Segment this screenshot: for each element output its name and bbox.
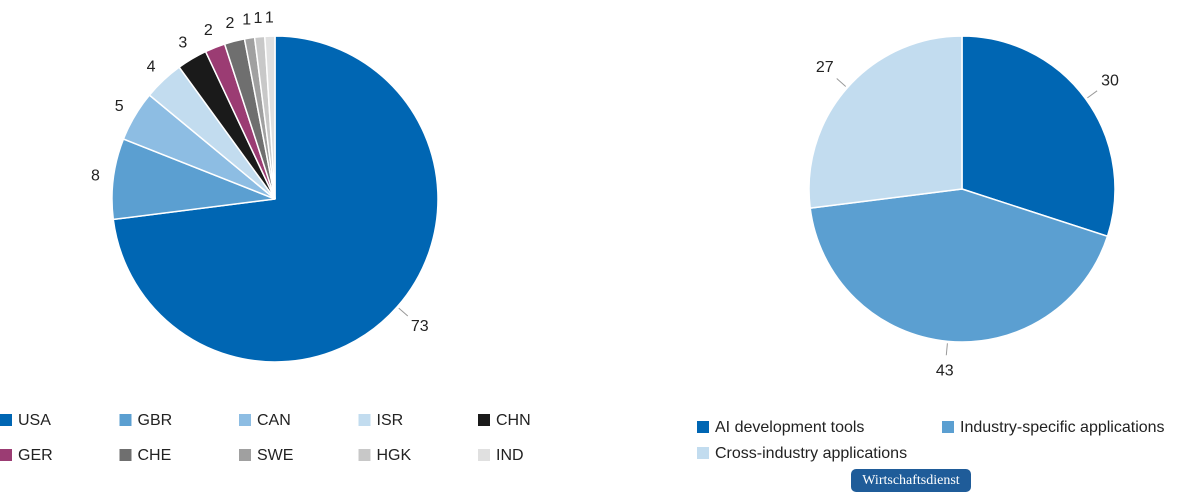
legend-label: SWE — [257, 447, 293, 464]
legend-swatch — [942, 421, 954, 433]
badge-box — [851, 469, 971, 492]
pie-slice — [809, 188, 1109, 343]
legend-label: CAN — [257, 412, 291, 429]
legend-swatch — [119, 449, 132, 461]
pie-slice — [961, 35, 1116, 238]
value-label: 30 — [1101, 73, 1119, 90]
legend-swatch — [697, 421, 709, 433]
leader-line — [945, 343, 948, 356]
legend-swatch — [0, 449, 12, 461]
pie-slice — [263, 35, 276, 200]
legend-swatch — [119, 414, 132, 426]
legend-label: USA — [18, 412, 51, 429]
legend-swatch — [358, 449, 371, 461]
value-label: 1 — [254, 10, 263, 27]
legend-label: CHN — [496, 412, 531, 429]
value-label: 1 — [242, 11, 251, 28]
value-label: 2 — [204, 22, 213, 39]
value-label: 1 — [265, 9, 274, 26]
legend-swatch — [478, 414, 490, 426]
legend-label: Cross-industry applications — [715, 445, 907, 462]
legend-label: AI development tools — [715, 419, 864, 436]
value-label: 3 — [178, 34, 187, 51]
legend-swatch — [239, 414, 251, 426]
value-label: 27 — [816, 59, 834, 76]
legend-label: IND — [496, 447, 524, 464]
value-label: 4 — [147, 58, 156, 75]
legend-swatch — [697, 447, 709, 459]
legend-label: GBR — [138, 412, 173, 429]
legend-label: GER — [18, 447, 53, 464]
legend-swatch — [358, 414, 371, 426]
leader-line — [836, 78, 847, 87]
legend-swatch — [478, 449, 490, 461]
badge: Wirtschaftsdienst — [862, 473, 960, 488]
value-label: 8 — [91, 168, 100, 185]
legend-label: Industry-specific applications — [960, 419, 1165, 436]
value-label: 2 — [226, 15, 235, 32]
legend-swatch — [239, 449, 251, 461]
legend-label: HGK — [377, 447, 412, 464]
leader-line — [398, 307, 409, 317]
leader-line — [1087, 90, 1098, 99]
legend-label: ISR — [377, 412, 404, 429]
value-label: 43 — [936, 362, 954, 379]
value-label: 5 — [115, 98, 124, 115]
legend-swatch — [0, 414, 12, 426]
value-label: 73 — [411, 318, 429, 335]
legend-label: CHE — [138, 447, 172, 464]
pie-slice — [808, 35, 963, 210]
